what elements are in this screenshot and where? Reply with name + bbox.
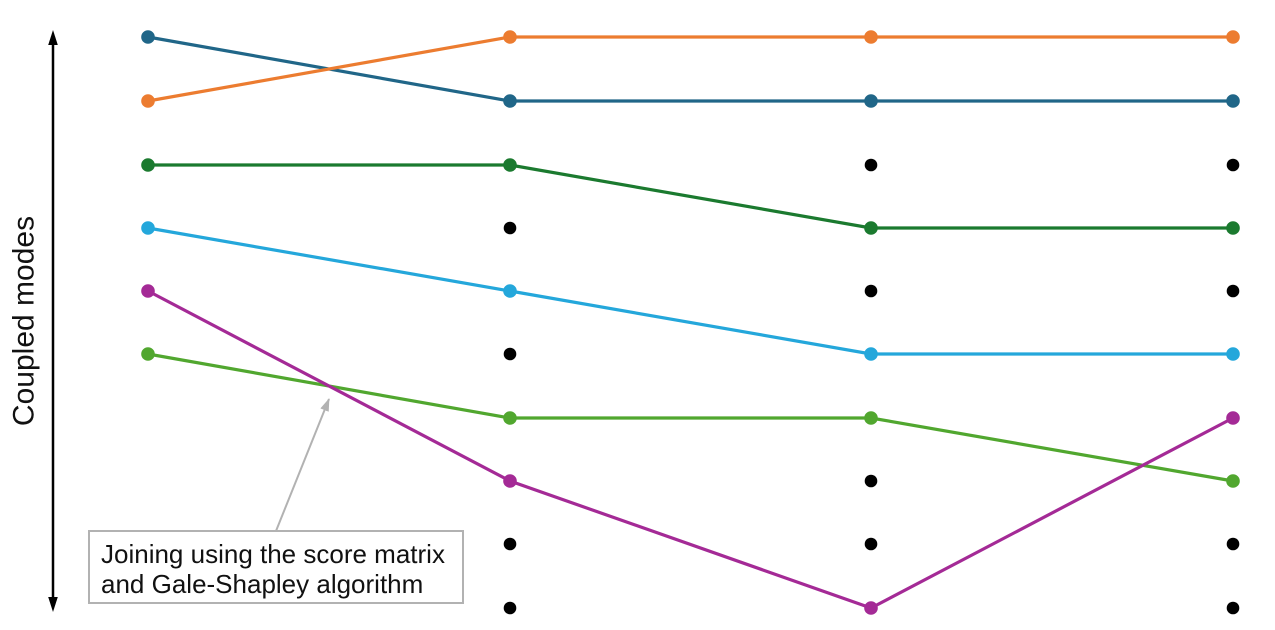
series-dark-blue-mode-dot [1226,94,1240,108]
series-layer [147,35,1234,610]
series-cyan-mode-dot [864,347,878,361]
series-light-green-mode-dot [141,347,155,361]
series-purple-mode-dot [141,284,155,298]
unmatched-mode-dot [864,284,878,298]
unmatched-mode-dot [864,158,878,172]
series-cyan-mode-dot [141,221,155,235]
series-cyan-mode-dot [503,284,517,298]
series-light-green-mode-line [147,352,1234,483]
series-orange-mode-dot [864,30,878,44]
series-orange-mode-dot [141,94,155,108]
series-cyan-mode-dot [1226,347,1240,361]
series-light-green-mode-dot [864,411,878,425]
series-dark-blue-mode-dot [864,94,878,108]
y-axis-label: Coupled modes [8,216,41,426]
series-dark-green-mode-line [148,163,1233,230]
series-purple-mode-dot [503,474,517,488]
series-orange-mode-line [147,35,1233,103]
series-dark-blue-mode-line [147,35,1233,103]
unmatched-mode-dot [1226,158,1240,172]
annotation-text-line2: and Gale-Shapley algorithm [101,569,423,599]
unmatched-mode-dot [1226,537,1240,551]
series-purple-mode-dot [864,601,878,615]
axis-arrowhead-down-icon [48,597,58,612]
series-dark-blue-mode-dot [503,94,517,108]
unmatched-mode-dot [864,537,878,551]
annotation-arrow [275,398,330,532]
series-purple-mode-line [147,289,1234,610]
series-dark-green-mode-dot [864,221,878,235]
series-light-green-mode-dot [503,411,517,425]
y-axis: Coupled modes [8,30,58,612]
unmatched-mode-dot [503,221,517,235]
annotation: Joining using the score matrix and Gale-… [88,398,464,604]
unmatched-mode-dot [1226,601,1240,615]
unmatched-mode-dot [503,537,517,551]
series-dark-blue-mode-dot [141,30,155,44]
axis-arrowhead-up-icon [48,30,58,45]
unmatched-mode-dot [864,474,878,488]
series-dark-green-mode-dot [141,158,155,172]
series-cyan-mode-line [147,226,1233,356]
series-dark-green-mode-dot [503,158,517,172]
series-purple-mode-dot [1226,411,1240,425]
unmatched-mode-dot [503,347,517,361]
series-light-green-mode-dot [1226,474,1240,488]
unmatched-mode-dot [503,601,517,615]
unmatched-mode-dot [1226,284,1240,298]
series-dark-green-mode-dot [1226,221,1240,235]
annotation-text-line1: Joining using the score matrix [101,539,445,569]
series-orange-mode-dot [1226,30,1240,44]
series-orange-mode-dot [503,30,517,44]
dots-layer [141,30,1240,615]
annotation-box [88,530,464,604]
